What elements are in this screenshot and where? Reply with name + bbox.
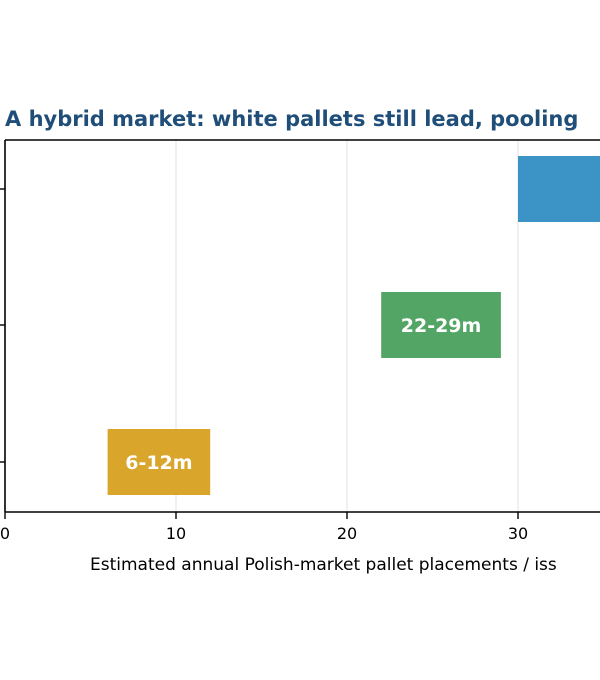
range-bar [518, 156, 600, 222]
x-tick-label: 30 [508, 524, 528, 543]
x-axis-label: Estimated annual Polish-market pallet pl… [90, 555, 557, 575]
x-tick-label: 10 [166, 524, 186, 543]
x-tick-label: 0 [0, 524, 10, 543]
bar-value-label: 22-29m [401, 315, 482, 337]
x-tick-label: 20 [337, 524, 357, 543]
axes: 0 10 20 30 [0, 139, 600, 543]
range-bar [381, 292, 501, 358]
bar-value-label: 6-12m [125, 452, 192, 474]
bars: 22-29m 6-12m [107, 156, 600, 495]
range-bar [107, 429, 211, 495]
chart-title: A hybrid market: white pallets still lea… [5, 107, 578, 131]
